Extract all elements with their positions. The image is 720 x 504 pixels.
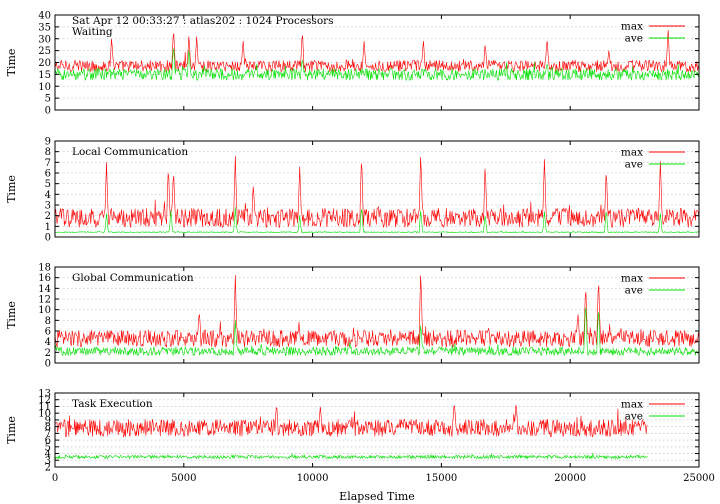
y-tick-label: 8 [45, 316, 51, 327]
y-tick-label: 10 [38, 409, 51, 420]
legend-label-max: max [621, 399, 643, 411]
y-tick-label: 8 [45, 422, 51, 433]
x-tick-label: 0 [52, 473, 58, 484]
y-tick-label: 12 [38, 395, 51, 406]
y-tick-label: 0 [45, 106, 51, 117]
y-tick-label: 1 [45, 222, 51, 233]
panel-title: Task Execution [72, 398, 153, 410]
y-tick-label: 13 [38, 389, 51, 400]
y-tick-label: 0 [45, 359, 51, 370]
y-tick-label: 3 [45, 201, 51, 212]
x-tick-label: 15000 [425, 473, 457, 484]
legend-label-max: max [621, 273, 643, 285]
y-tick-label: 20 [38, 58, 51, 69]
legend-label-ave: ave [625, 33, 643, 45]
series-ave-line [54, 453, 648, 460]
x-tick-label: 10000 [297, 473, 329, 484]
series-max-line [54, 30, 700, 73]
y-tick-label: 14 [38, 284, 51, 295]
y-tick-label: 4 [45, 190, 51, 201]
y-tick-label: 7 [45, 158, 51, 169]
y-tick-label: 30 [38, 34, 51, 45]
y-tick-label: 4 [45, 337, 51, 348]
legend-label-ave: ave [625, 411, 643, 423]
y-tick-label: 18 [38, 263, 51, 274]
y-tick-label: 4 [45, 449, 51, 460]
y-tick-label: 40 [38, 11, 51, 22]
y-tick-label: 10 [38, 305, 51, 316]
y-tick-label: 5 [45, 442, 51, 453]
x-tick-label: 5000 [171, 473, 196, 484]
y-tick-label: 5 [45, 94, 51, 105]
y-axis-label: Time [5, 301, 18, 329]
y-tick-label: 25 [38, 46, 51, 57]
y-axis-label: Time [5, 175, 18, 203]
legend-label-max: max [621, 21, 643, 33]
legend-label-max: max [621, 147, 643, 159]
y-tick-label: 2 [45, 348, 51, 359]
x-axis-label: Elapsed Time [339, 490, 415, 503]
y-tick-label: 8 [45, 147, 51, 158]
series-ave-line [54, 207, 700, 234]
y-tick-label: 0 [45, 233, 51, 244]
x-tick-labels: 0 5000 10000 15000 20000 25000 [52, 473, 715, 484]
y-tick-label: 3 [45, 456, 51, 467]
figure-header: Sat Apr 12 00:33:27 : atlas202 : 1024 Pr… [72, 15, 334, 27]
y-tick-label: 6 [45, 327, 51, 338]
x-tick-label: 20000 [554, 473, 586, 484]
y-axis-label: Time [5, 416, 18, 444]
y-axis-label: Time [5, 49, 18, 77]
panel-title: Global Communication [72, 272, 194, 284]
panel-title: Waiting [72, 26, 113, 38]
y-tick-label: 7 [45, 429, 51, 440]
series-max-line [54, 404, 648, 438]
y-tick-label: 2 [45, 463, 51, 474]
plot-frame [54, 392, 700, 468]
series-max-line [54, 155, 700, 229]
y-tick-label: 9 [45, 415, 51, 426]
y-tick-label: 6 [45, 169, 51, 180]
series-max-line [54, 274, 700, 348]
series-ave-line [54, 48, 700, 82]
y-tick-label: 6 [45, 436, 51, 447]
y-tick-label: 15 [38, 70, 51, 81]
y-tick-label: 9 [45, 137, 51, 148]
panel-title: Local Communication [72, 146, 188, 158]
y-tick-label: 2 [45, 211, 51, 222]
legend-label-ave: ave [625, 159, 643, 171]
series-ave-line [54, 307, 700, 357]
y-tick-label: 11 [38, 402, 51, 413]
plot-frame [54, 266, 700, 364]
y-tick-label: 16 [38, 273, 51, 284]
x-tick-label: 25000 [683, 473, 715, 484]
y-tick-label: 5 [45, 179, 51, 190]
y-tick-label: 35 [38, 22, 51, 33]
legend-label-ave: ave [625, 285, 643, 297]
y-tick-label: 12 [38, 295, 51, 306]
y-tick-label: 10 [38, 82, 51, 93]
plot-frame [54, 140, 700, 238]
